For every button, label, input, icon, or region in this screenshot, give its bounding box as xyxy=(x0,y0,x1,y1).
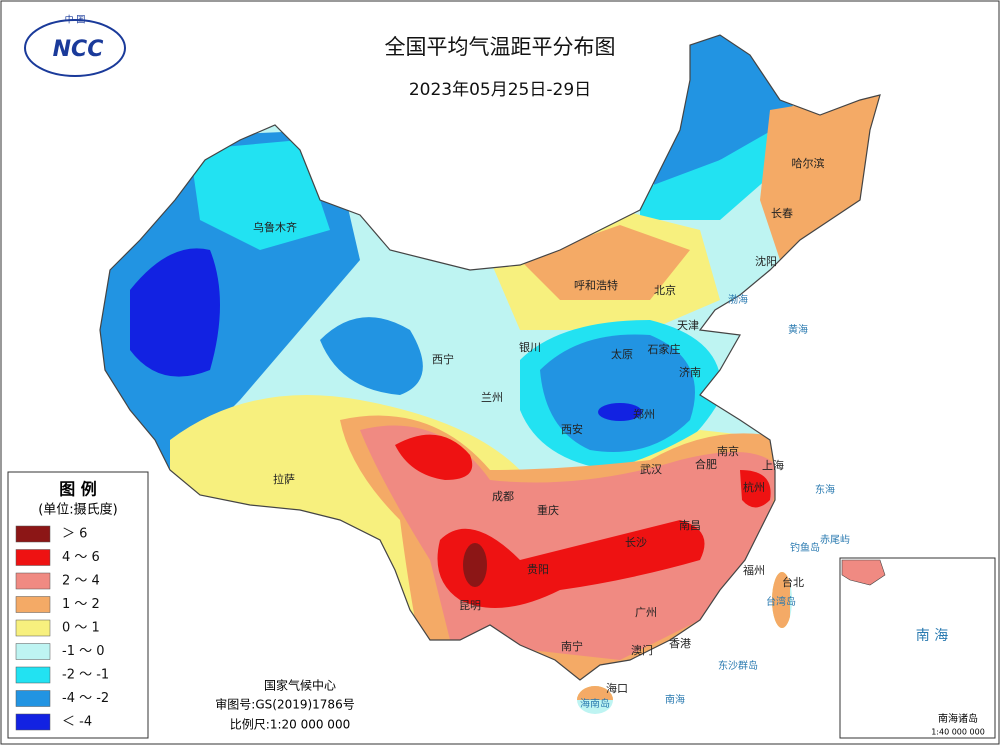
city: 海口 xyxy=(606,681,628,695)
border xyxy=(99,34,881,681)
legend-title: 图 例 xyxy=(59,480,97,499)
legend-label: -4 ～ -2 xyxy=(62,691,109,706)
sea-label: 南海 xyxy=(665,693,685,706)
city: 乌鲁木齐 xyxy=(253,220,297,234)
sea-label: 东海 xyxy=(815,483,835,496)
city: 北京 xyxy=(654,283,676,297)
legend-unit: (单位:摄氏度) xyxy=(38,502,118,518)
zone xyxy=(437,520,705,608)
zone xyxy=(740,470,771,508)
city: 哈尔滨 xyxy=(792,156,825,170)
zone xyxy=(395,434,473,480)
city-labels: 乌鲁木齐 哈尔滨 长春 沈阳 呼和浩特 北京 天津 石家庄 太原 济南 银川 西… xyxy=(253,156,825,695)
legend-swatch xyxy=(15,572,51,590)
city: 成都 xyxy=(492,490,514,503)
city: 拉萨 xyxy=(273,472,295,486)
inset-scale: 1:40 000 000 xyxy=(931,728,985,737)
logo: 中 国 NCC xyxy=(24,14,126,77)
city: 西安 xyxy=(561,422,583,436)
city: 长春 xyxy=(771,207,793,220)
inset-title: 南 海 xyxy=(916,628,948,644)
legend-swatch xyxy=(15,525,51,543)
city: 香港 xyxy=(669,637,691,650)
inset-land xyxy=(841,559,886,586)
sea-label: 黄海 xyxy=(788,323,808,336)
logo-top: 中 国 xyxy=(65,14,86,26)
city: 石家庄 xyxy=(648,342,681,356)
legend-swatch xyxy=(15,619,51,637)
city: 南京 xyxy=(717,444,739,458)
city: 郑州 xyxy=(633,407,655,421)
place-label: 东沙群岛 xyxy=(718,659,758,672)
zone xyxy=(520,225,690,300)
legend-items: ＞ 6 4 ～ 6 2 ～ 4 1 ～ 2 0 ～ 1 -1 ～ 0 -2 ～ -1 -4 ～… xyxy=(15,525,109,731)
agency: 国家气候中心 xyxy=(264,678,336,693)
place-label: 赤尾屿 xyxy=(820,534,850,546)
city: 银川 xyxy=(519,340,541,354)
inset-box xyxy=(839,557,996,739)
legend-label: 0 ～ 1 xyxy=(62,621,100,636)
city: 南宁 xyxy=(561,639,583,653)
city: 兰州 xyxy=(481,391,503,404)
city: 福州 xyxy=(743,563,765,577)
city: 沈阳 xyxy=(755,254,777,268)
scale: 比例尺:1:20 000 000 xyxy=(230,718,350,732)
city: 合肥 xyxy=(695,457,717,471)
zone xyxy=(320,317,423,395)
inset: 南 海 南海诸岛 1:40 000 000 xyxy=(839,557,996,739)
map-number: 审图号:GS(2019)1786号 xyxy=(215,697,354,712)
subtitle: 2023年05月25日-29日 xyxy=(409,80,591,100)
legend-swatch xyxy=(15,549,51,566)
legend-label: 2 ～ 4 xyxy=(62,574,100,589)
city: 杭州 xyxy=(743,480,765,494)
city: 台北 xyxy=(782,575,804,589)
legend-swatch xyxy=(15,666,51,684)
zone xyxy=(463,543,487,587)
legend-label: 4 ～ 6 xyxy=(62,550,100,565)
city: 济南 xyxy=(679,365,701,379)
legend-label: ＞ 6 xyxy=(62,527,87,542)
city: 太原 xyxy=(611,348,633,361)
legend-label: -2 ～ -1 xyxy=(62,668,109,683)
logo-text: NCC xyxy=(53,37,104,62)
zone xyxy=(598,403,642,421)
city: 重庆 xyxy=(537,503,559,517)
city: 长沙 xyxy=(625,536,647,549)
legend-swatch xyxy=(15,690,51,707)
zone xyxy=(540,334,695,452)
legend: 图 例 (单位:摄氏度) ＞ 6 4 ～ 6 2 ～ 4 1 ～ 2 0 ～ 1 -1 ～… xyxy=(7,471,149,739)
place-label: 台湾岛 xyxy=(766,595,796,608)
zone xyxy=(640,120,800,220)
city: 上海 xyxy=(762,458,784,472)
legend-swatch xyxy=(15,713,51,731)
city: 澳门 xyxy=(631,643,653,657)
city: 武汉 xyxy=(640,463,662,476)
legend-swatch xyxy=(15,643,51,660)
place-label: 钓鱼岛 xyxy=(790,541,820,554)
city: 南昌 xyxy=(679,519,701,532)
zone xyxy=(760,90,880,260)
place-label: 海南岛 xyxy=(580,697,610,710)
sea-label: 渤海 xyxy=(728,293,748,306)
city: 昆明 xyxy=(459,599,481,612)
legend-label: 1 ～ 2 xyxy=(62,597,100,612)
legend-swatch xyxy=(15,596,51,613)
inset-label: 南海诸岛 xyxy=(938,712,978,725)
city: 呼和浩特 xyxy=(574,278,618,292)
logo-globe xyxy=(24,19,126,77)
title: 全国平均气温距平分布图 xyxy=(385,35,616,59)
zone xyxy=(190,140,330,250)
city: 贵阳 xyxy=(527,563,549,576)
legend-label: -1 ～ 0 xyxy=(62,644,105,659)
zone xyxy=(130,248,220,377)
city: 广州 xyxy=(635,606,657,619)
legend-label: ＜ -4 xyxy=(62,715,92,730)
city: 天津 xyxy=(677,319,699,332)
city: 西宁 xyxy=(432,352,454,366)
place-labels: 渤海 黄海 东海 钓鱼岛 赤尾屿 台湾岛 东沙群岛 南海 海南岛 xyxy=(580,293,850,710)
